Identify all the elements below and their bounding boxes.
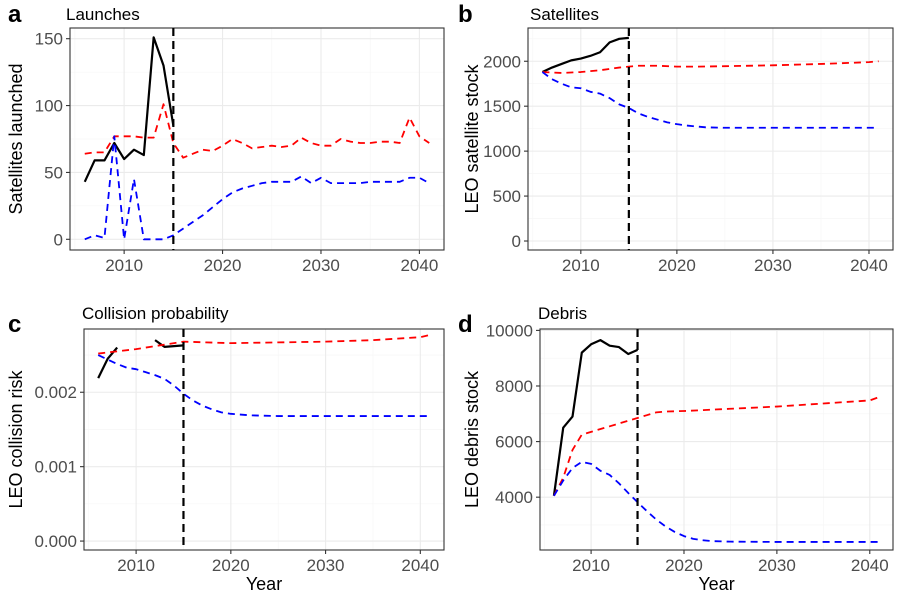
series-group <box>541 36 879 129</box>
series-line-bau-1 <box>553 396 880 497</box>
y-tick-label: 0.000 <box>34 532 77 551</box>
x-tick-label: 2020 <box>665 556 703 575</box>
x-tick-label: 2020 <box>204 256 242 275</box>
series-line-ofr-2 <box>541 71 879 129</box>
x-axis-title: Year <box>246 574 282 594</box>
x-tick-label: 2040 <box>401 556 439 575</box>
y-tick-label: 1500 <box>483 97 521 116</box>
panel-title: Satellites <box>530 5 599 24</box>
x-tick-label: 2020 <box>658 256 696 275</box>
series-group <box>552 339 880 543</box>
x-tick-label: 2040 <box>850 256 888 275</box>
y-tick-label: 50 <box>44 163 63 182</box>
x-tick-label: 2020 <box>212 556 250 575</box>
y-tick-label: 8000 <box>495 377 533 396</box>
series-line-bau-2 <box>98 334 430 355</box>
y-axis-title: LEO debris stock <box>462 370 482 508</box>
panel-letter: b <box>458 1 473 28</box>
y-tick-label: 4000 <box>495 488 533 507</box>
y-axis-title: LEO collision risk <box>6 369 26 508</box>
panel-title: Collision probability <box>82 304 229 323</box>
y-tick-label: 1000 <box>483 142 521 161</box>
y-tick-label: 0.001 <box>34 458 77 477</box>
panel-border <box>83 328 445 551</box>
x-tick-label: 2040 <box>851 556 889 575</box>
y-axis-title: LEO satellite stock <box>462 63 482 213</box>
x-tick-label: 2010 <box>562 256 600 275</box>
y-tick-label: 10000 <box>486 321 533 340</box>
y-tick-label: 0 <box>512 232 521 251</box>
y-axis-title: Satellites launched <box>6 63 26 214</box>
series-line-observed-0 <box>552 339 638 496</box>
panel-letter: d <box>458 311 473 338</box>
y-tick-label: 100 <box>35 97 63 116</box>
x-tick-label: 2030 <box>307 556 345 575</box>
panel-title: Launches <box>66 5 140 24</box>
y-tick-label: 2000 <box>483 52 521 71</box>
series-line-observed-0 <box>541 36 629 74</box>
x-axis-title: Year <box>698 574 734 594</box>
panel-border <box>539 328 894 551</box>
panel-b: 2010 2020 2030 2040 0 500 1000 1500 2000 b Satelli… <box>458 1 894 275</box>
series-group <box>97 334 430 417</box>
y-tick-label: 500 <box>493 187 521 206</box>
x-tick-label: 2010 <box>572 556 610 575</box>
x-tick-label: 2030 <box>302 256 340 275</box>
series-line-bau-1 <box>84 103 430 159</box>
series-line-observed-0 <box>83 36 175 183</box>
series-line-ofr-2 <box>553 460 880 543</box>
x-tick-label: 2030 <box>754 256 792 275</box>
x-tick-label: 2010 <box>117 556 155 575</box>
series-line-bau-1 <box>542 60 879 74</box>
x-tick-label: 2010 <box>105 256 143 275</box>
y-tick-label: 0 <box>54 230 63 249</box>
x-tick-label: 2030 <box>758 556 796 575</box>
y-tick-label: 6000 <box>495 433 533 452</box>
y-tick-label: 0.002 <box>34 383 77 402</box>
series-line-observed-1 <box>154 339 184 348</box>
series-line-ofr-3 <box>97 354 430 417</box>
series-group <box>83 36 430 241</box>
panel-c: 2010 2020 2030 2040 0.000 0.001 0.002 c Collisio… <box>6 304 445 594</box>
panel-a: 2010 2020 2030 2040 0 50 100 150 a Launches Satell… <box>6 1 445 275</box>
panel-d: 2010 2020 2030 2040 4000 6000 8000 10000 d Debris… <box>458 304 894 594</box>
series-line-ofr-2 <box>84 135 430 241</box>
y-tick-label: 150 <box>35 30 63 49</box>
x-tick-label: 2040 <box>400 256 438 275</box>
panel-border <box>69 27 445 251</box>
panel-letter: a <box>8 1 22 28</box>
panel-letter: c <box>8 311 21 338</box>
panel-border <box>527 27 894 251</box>
panel-title: Debris <box>538 304 587 323</box>
